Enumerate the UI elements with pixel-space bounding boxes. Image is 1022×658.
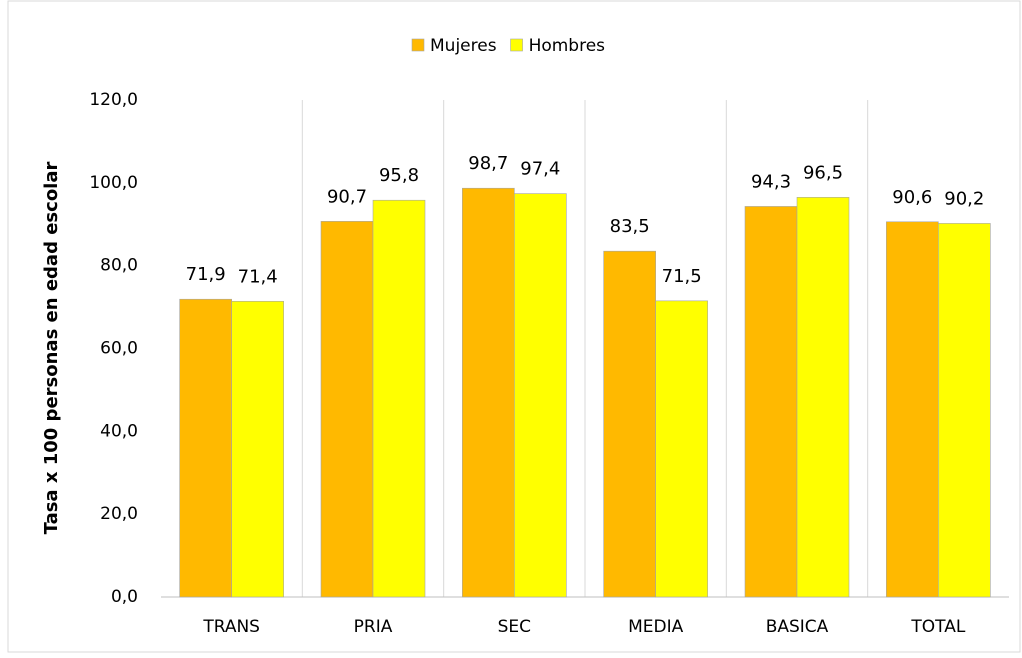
legend-label: Hombres xyxy=(529,36,606,56)
y-tick-label: 40,0 xyxy=(100,421,138,441)
bar xyxy=(938,223,991,598)
bar xyxy=(462,187,515,598)
x-tick-label: SEC xyxy=(498,617,531,637)
data-label: 90,2 xyxy=(944,188,984,209)
y-axis-label: Tasa x 100 personas en edad escolar xyxy=(41,161,62,534)
y-tick-label: 0,0 xyxy=(111,587,138,607)
legend-label: Mujeres xyxy=(430,36,497,56)
y-tick-label: 80,0 xyxy=(100,256,138,276)
y-tick-label: 20,0 xyxy=(100,504,138,524)
data-label: 94,3 xyxy=(751,171,791,192)
data-label: 90,6 xyxy=(892,187,932,208)
data-label: 90,7 xyxy=(327,186,367,207)
data-label: 71,9 xyxy=(186,264,226,285)
x-tick-label: MEDIA xyxy=(628,617,684,637)
data-label: 83,5 xyxy=(610,216,650,237)
legend-swatch xyxy=(510,38,523,52)
data-label: 95,8 xyxy=(379,165,419,186)
y-tick-label: 120,0 xyxy=(89,90,138,110)
data-label: 96,5 xyxy=(803,162,843,183)
x-tick-label: BASICA xyxy=(766,617,829,637)
data-label: 98,7 xyxy=(468,153,508,174)
y-tick-label: 100,0 xyxy=(89,173,138,193)
bar xyxy=(179,298,232,598)
bar xyxy=(603,250,656,598)
data-label: 97,4 xyxy=(520,159,560,180)
bar xyxy=(796,197,850,598)
bar xyxy=(514,193,567,598)
data-label: 71,5 xyxy=(662,266,702,287)
bar xyxy=(320,221,374,598)
bar xyxy=(231,300,284,598)
x-tick-label: PRIA xyxy=(354,617,393,637)
bar xyxy=(372,199,426,598)
bar xyxy=(886,221,939,598)
x-tick-label: TRANS xyxy=(202,617,260,637)
data-label: 71,4 xyxy=(238,266,278,287)
legend-swatch xyxy=(411,38,425,52)
bar xyxy=(655,300,708,598)
bar xyxy=(744,206,798,598)
x-tick-label: TOTAL xyxy=(910,617,965,637)
y-tick-label: 60,0 xyxy=(100,339,138,359)
